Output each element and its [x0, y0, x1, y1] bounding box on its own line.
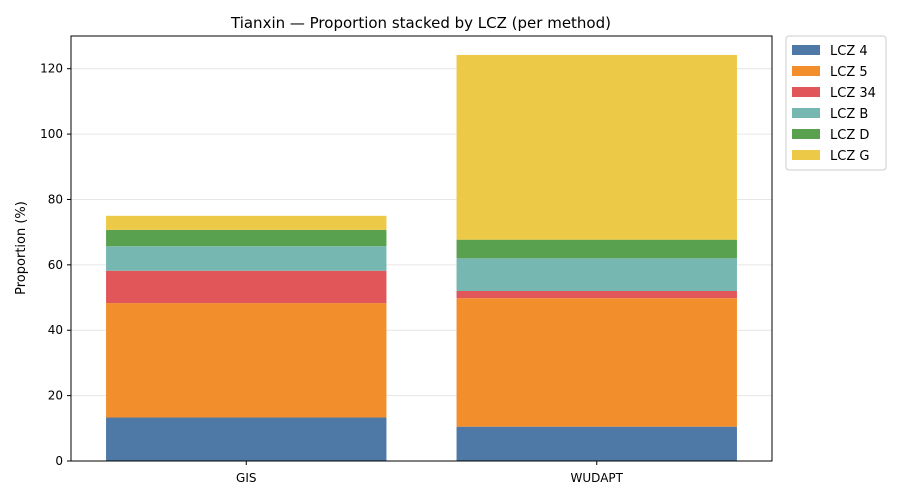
- legend-label: LCZ G: [830, 149, 869, 164]
- legend-label: LCZ D: [830, 128, 869, 143]
- bar-segment: [456, 258, 737, 291]
- legend: LCZ 4 LCZ 5 LCZ 34 LCZ B LCZ D LCZ G: [785, 35, 887, 171]
- bar-segment: [106, 229, 387, 247]
- bar-segment: [106, 303, 387, 418]
- y-tick-label: 60: [48, 258, 63, 272]
- x-tick-label: WUDAPT: [571, 471, 624, 485]
- bar-segment: [106, 417, 387, 461]
- y-tick-label: 0: [55, 454, 63, 468]
- y-axis: 0 20 40 60 80 100 120: [40, 62, 71, 468]
- legend-swatch: [792, 66, 820, 76]
- bar-segment: [456, 291, 737, 299]
- legend-label: LCZ B: [830, 107, 868, 122]
- y-tick-label: 100: [40, 127, 63, 141]
- y-axis-title: Proportion (%): [14, 201, 29, 295]
- y-tick-label: 20: [48, 389, 63, 403]
- chart-title: Tianxin — Proportion stacked by LCZ (per…: [230, 14, 611, 32]
- plot-area-frame: [70, 35, 773, 462]
- bar-segment: [106, 270, 387, 304]
- bars: [106, 54, 737, 461]
- legend-swatch: [792, 87, 820, 97]
- legend-swatch: [792, 150, 820, 160]
- legend-label: LCZ 34: [830, 86, 876, 101]
- y-tick-label: 120: [40, 62, 63, 76]
- bar-segment: [456, 54, 737, 240]
- x-axis: GIS WUDAPT: [236, 461, 624, 485]
- bar-segment: [456, 239, 737, 259]
- bar-segment: [456, 298, 737, 427]
- bar-segment: [106, 246, 387, 271]
- y-tick-label: 80: [48, 192, 63, 206]
- legend-label: LCZ 5: [830, 65, 868, 80]
- legend-swatch: [792, 45, 820, 55]
- bar-segment: [456, 426, 737, 461]
- x-tick-label: GIS: [236, 471, 256, 485]
- legend-swatch: [792, 108, 820, 118]
- legend-swatch: [792, 129, 820, 139]
- legend-label: LCZ 4: [830, 44, 868, 59]
- bar-segment: [106, 215, 387, 230]
- y-tick-label: 40: [48, 323, 63, 337]
